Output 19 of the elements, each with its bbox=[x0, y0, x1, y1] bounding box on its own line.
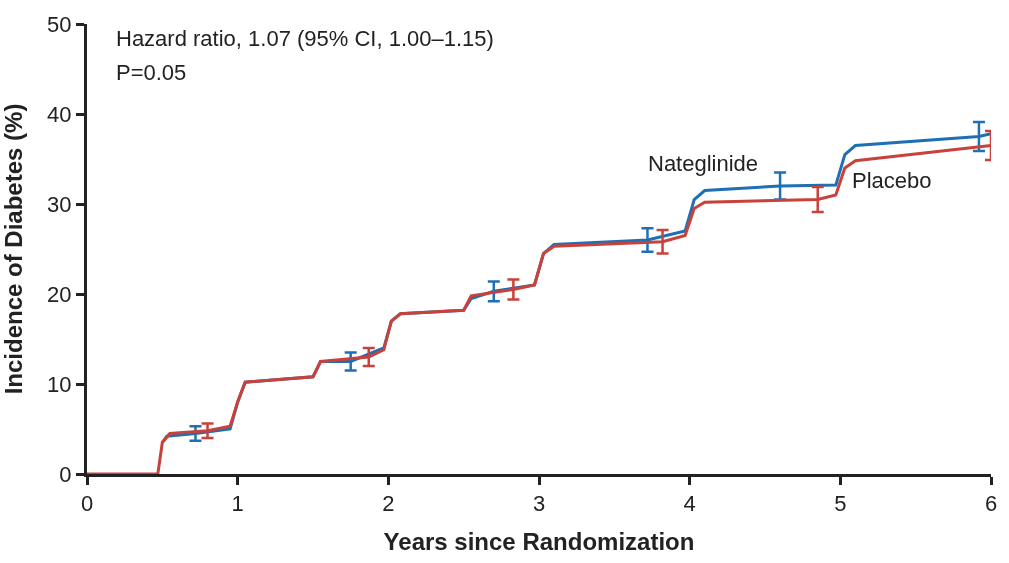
x-tick-label: 5 bbox=[834, 491, 847, 517]
x-tick-label: 0 bbox=[80, 491, 94, 517]
x-tick-label: 1 bbox=[231, 491, 244, 517]
y-tick-label: 30 bbox=[47, 191, 72, 217]
annotation: Hazard ratio, 1.07 (95% CI, 1.00–1.15) bbox=[116, 26, 494, 51]
x-tick-label: 4 bbox=[683, 491, 696, 517]
series-label: Placebo bbox=[852, 168, 932, 193]
x-axis-title: Years since Randomization bbox=[383, 527, 695, 555]
y-tick-label: 50 bbox=[47, 11, 72, 37]
x-tick-label: 2 bbox=[382, 491, 395, 517]
y-axis-title: Incidence of Diabetes (%) bbox=[0, 103, 28, 395]
y-tick-label: 0 bbox=[59, 461, 72, 487]
y-tick-label: 20 bbox=[47, 281, 72, 307]
annotation: P=0.05 bbox=[116, 60, 187, 85]
series-label: Nateglinide bbox=[648, 151, 759, 176]
x-tick-label: 3 bbox=[532, 491, 546, 517]
x-tick-label: 6 bbox=[984, 491, 998, 517]
y-tick-label: 40 bbox=[47, 101, 72, 127]
y-tick-label: 10 bbox=[47, 371, 72, 397]
